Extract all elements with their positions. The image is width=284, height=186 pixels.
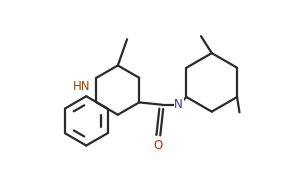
Text: O: O xyxy=(153,139,162,152)
Text: N: N xyxy=(174,98,183,111)
Text: HN: HN xyxy=(73,80,91,93)
